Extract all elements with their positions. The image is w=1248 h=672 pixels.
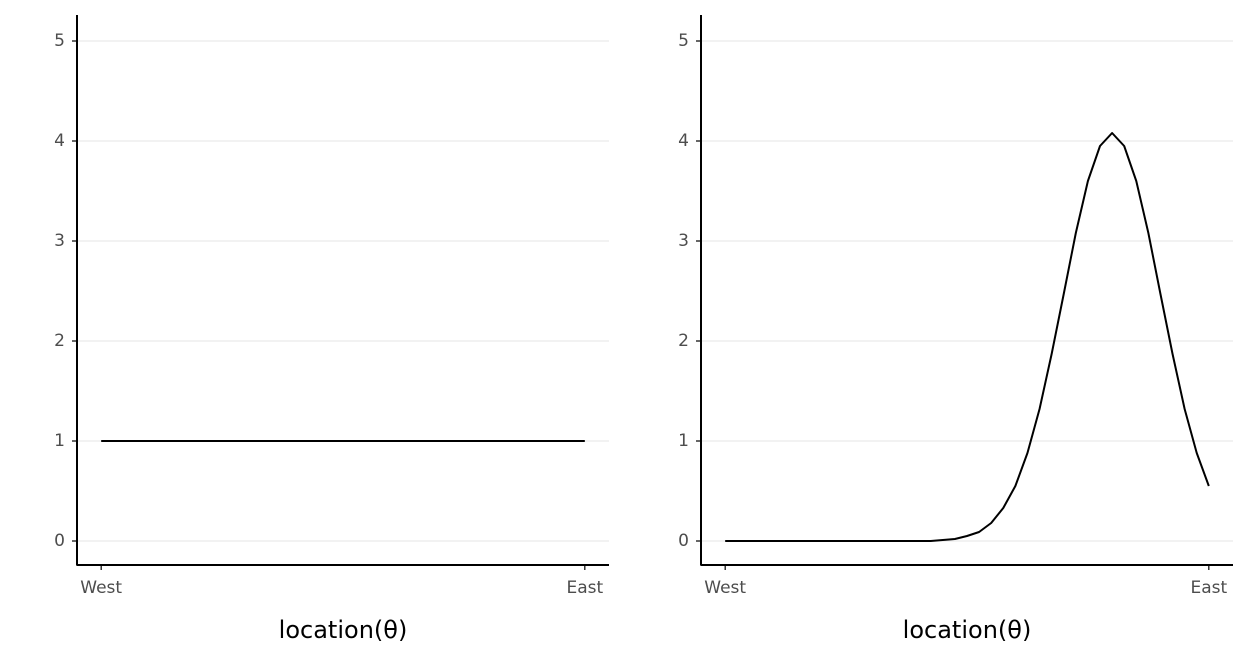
y-tick-label: 5 [54,31,65,51]
y-tick-label: 2 [678,331,689,351]
x-tick-label: West [80,578,122,598]
y-tick-label: 2 [54,331,65,351]
x-axis-label: location(θ) [279,616,408,644]
y-tick-label: 4 [678,131,689,151]
line [725,132,1210,542]
y-tick-label: 4 [54,131,65,151]
y-tick-label: 1 [678,431,689,451]
y-tick-label: 0 [678,531,689,551]
y-tick-label: 5 [678,31,689,51]
y-tick-label: 0 [54,531,65,551]
x-tick-label: East [1190,578,1227,598]
x-tick-label: West [704,578,746,598]
y-tick-label: 3 [54,231,65,251]
x-tick-label: East [566,578,603,598]
x-axis-label: location(θ) [903,616,1032,644]
y-tick-label: 1 [54,431,65,451]
y-tick-label: 3 [678,231,689,251]
